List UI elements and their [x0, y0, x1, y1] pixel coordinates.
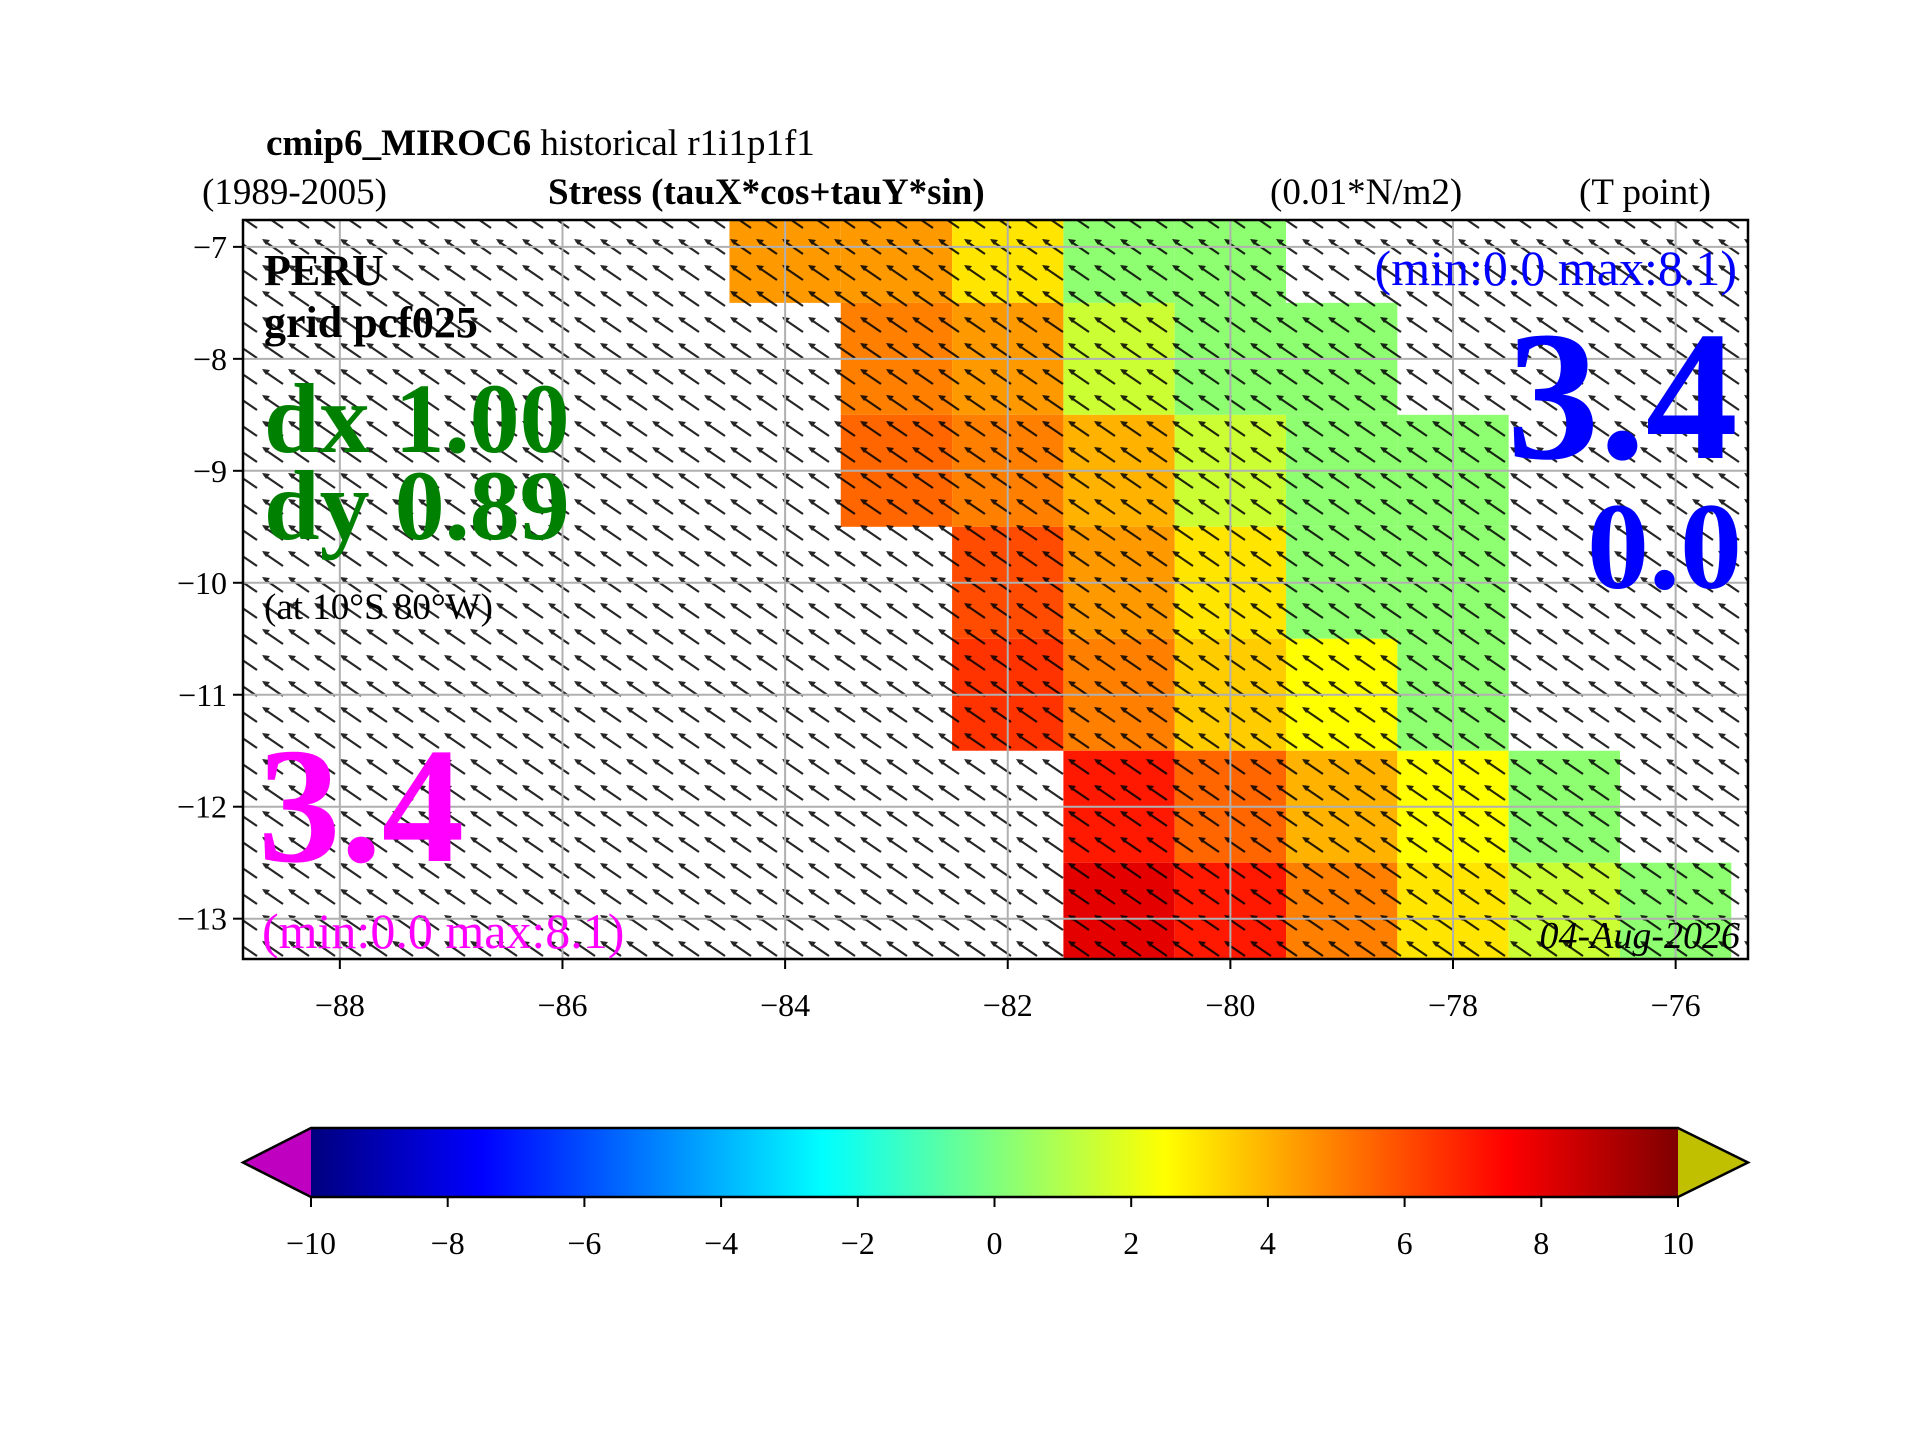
x-tick-label: −80: [1205, 987, 1255, 1023]
title-bold: cmip6_MIROC6: [266, 123, 531, 164]
colorbar-tick-label: −2: [841, 1225, 875, 1261]
y-tick-label: −8: [193, 341, 227, 377]
y-tick-label: −7: [193, 229, 227, 265]
colorbar-over: [1678, 1128, 1748, 1197]
y-tick-label: −11: [178, 677, 227, 713]
colorbar-gradient: [311, 1128, 1678, 1197]
dy: dy 0.89: [264, 450, 570, 561]
variable: Stress (tauX*cos+tauY*sin): [548, 172, 985, 213]
left-value: 3.4: [258, 714, 464, 897]
units: (0.01*N/m2): [1270, 172, 1462, 213]
right-range: (min:0.0 max:8.1): [1375, 240, 1737, 296]
x-tick-label: −82: [983, 987, 1033, 1023]
title: cmip6_MIROC6 historical r1i1p1f1: [266, 123, 815, 164]
plot-frame: [241, 218, 1750, 961]
colorbar-tick-label: 6: [1397, 1225, 1413, 1261]
region: PERU: [264, 246, 384, 295]
title-rest: historical r1i1p1f1: [540, 123, 814, 164]
dx: dx 1.00: [264, 363, 570, 474]
colorbar-tick-label: 10: [1662, 1225, 1694, 1261]
x-tick-label: −78: [1428, 987, 1478, 1023]
point: (T point): [1579, 172, 1711, 213]
y-tick-label: −10: [177, 565, 227, 601]
y-tick-label: −13: [177, 901, 227, 937]
y-tick-label: −12: [177, 789, 227, 825]
location: (at 10°S 80°W): [264, 587, 493, 628]
colorbar: −10 −8 −6 −4 −2 0 2 4 6 8 10: [240, 1126, 1751, 1261]
colorbar-tick-label: 8: [1533, 1225, 1549, 1261]
colorbar-under: [243, 1128, 311, 1197]
colorbar-tick-label: 2: [1123, 1225, 1139, 1261]
x-tick-label: −86: [537, 987, 587, 1023]
x-tick-label: −84: [760, 987, 810, 1023]
x-tick-label: −76: [1651, 987, 1701, 1023]
grid: [243, 220, 1748, 959]
left-range: (min:0.0 max:8.1): [262, 903, 624, 959]
period: (1989-2005): [202, 172, 387, 213]
grid-name: grid pcf025: [264, 298, 478, 347]
colorbar-tick-label: −10: [286, 1225, 336, 1261]
right-value2: 0.0: [1587, 478, 1742, 615]
date: 04-Aug-2026: [1539, 915, 1740, 957]
colorbar-tick-label: 4: [1260, 1225, 1276, 1261]
right-value: 3.4: [1507, 294, 1738, 499]
y-tick-label: −9: [193, 453, 227, 489]
x-tick-label: −88: [315, 987, 365, 1023]
colorbar-tick-label: −4: [704, 1225, 738, 1261]
vector-field: [243, 220, 1748, 959]
colorbar-tick-label: −8: [431, 1225, 465, 1261]
colorbar-tick-label: 0: [987, 1225, 1003, 1261]
colorbar-tick-label: −6: [567, 1225, 601, 1261]
